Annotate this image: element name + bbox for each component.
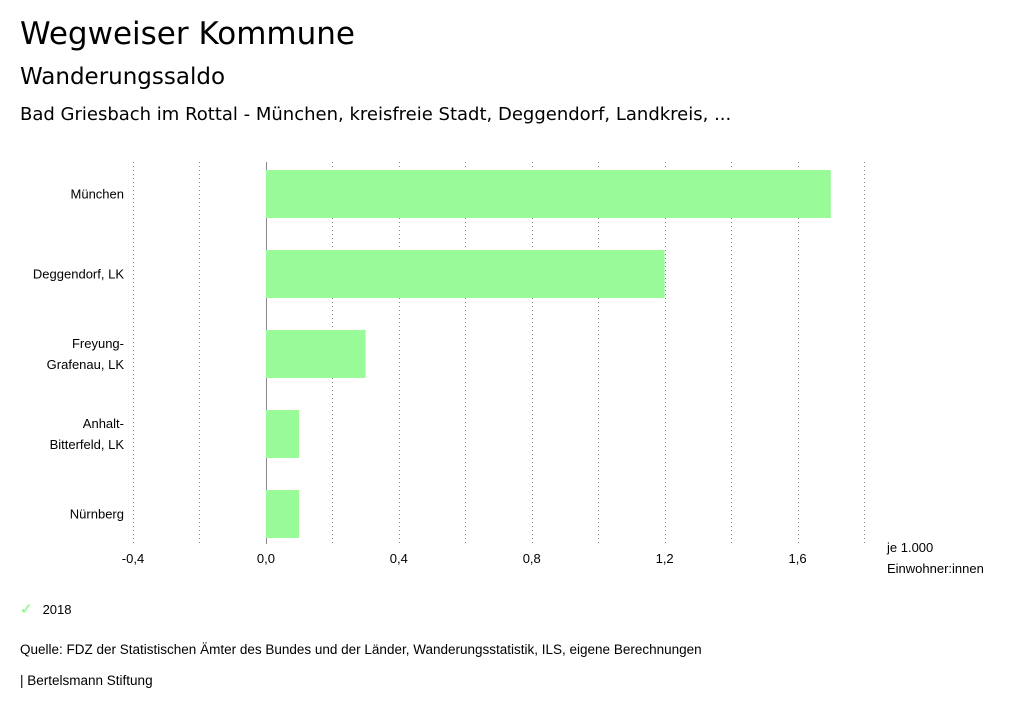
- tick-label: 0,0: [257, 551, 275, 566]
- bar[interactable]: [265, 490, 300, 538]
- bar[interactable]: [265, 330, 366, 378]
- grid-lines: [133, 162, 865, 544]
- bar-chart: München Deggendorf, LK Freyung- Grafenau, L…: [33, 162, 984, 576]
- category-label: Bitterfeld, LK: [50, 437, 125, 452]
- tick-label: -0,4: [122, 551, 144, 566]
- legend-label: 2018: [42, 602, 72, 617]
- unit-label-line: je 1.000: [886, 540, 933, 555]
- unit-label-line: Einwohner:innen: [887, 561, 984, 576]
- category-label: München: [71, 187, 124, 202]
- bar[interactable]: [265, 410, 300, 458]
- checkmark-icon: ✓: [20, 601, 33, 618]
- x-axis-ticks: -0,4 0,0 0,4 0,8 1,2 1,6: [122, 551, 807, 566]
- page-subtitle: Wanderungssaldo: [20, 64, 226, 90]
- tick-label: 1,6: [789, 551, 807, 566]
- category-label: Freyung-: [72, 336, 124, 351]
- tick-label: 0,8: [523, 551, 541, 566]
- page-title: Wegweiser Kommune: [20, 16, 355, 52]
- category-labels: München Deggendorf, LK Freyung- Grafenau, L…: [33, 187, 124, 522]
- brand-credit: | Bertelsmann Stiftung: [20, 673, 153, 688]
- category-label: Nürnberg: [70, 507, 124, 522]
- bars: [265, 170, 831, 538]
- chart-subject: Bad Griesbach im Rottal - München, kreis…: [20, 104, 732, 125]
- tick-label: 0,4: [390, 551, 408, 566]
- unit-label: je 1.000 Einwohner:innen: [886, 540, 984, 576]
- category-label: Anhalt-: [83, 416, 124, 431]
- category-label: Deggendorf, LK: [33, 267, 124, 282]
- bar[interactable]: [265, 170, 831, 218]
- source-note: Quelle: FDZ der Statistischen Ämter des …: [20, 642, 702, 657]
- category-label: Grafenau, LK: [47, 357, 125, 372]
- tick-label: 1,2: [656, 551, 674, 566]
- bar[interactable]: [265, 250, 665, 298]
- legend[interactable]: ✓ 2018: [20, 602, 72, 617]
